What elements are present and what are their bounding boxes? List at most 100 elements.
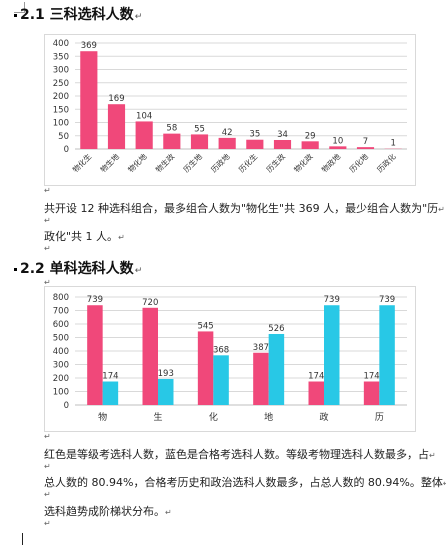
y-tick-label: 800 bbox=[53, 293, 69, 303]
x-tick-label: 物化生 bbox=[70, 151, 93, 174]
chart-single-subject-counts: 0 100 200 300 400 500 600 700 800 739 174 物 720 193 生 5… bbox=[44, 286, 416, 432]
x-tick-label: 化 bbox=[209, 411, 218, 423]
section-heading-2-2: 2.2 单科选科人数↵ bbox=[14, 258, 142, 278]
bar-qualifying-exam bbox=[268, 333, 285, 405]
data-label: 174 bbox=[363, 372, 379, 382]
y-tick-label: 50 bbox=[58, 132, 69, 142]
paragraph-text: 政化"共 1 人。 bbox=[44, 230, 119, 243]
bar-qualifying-exam bbox=[102, 381, 119, 405]
section2-paragraph-line-2: 总人数的 80.94%，合格考历史和政治选科人数最多，占总人数的 80.94%。… bbox=[44, 474, 446, 490]
y-tick-label: 200 bbox=[53, 92, 69, 102]
paragraph-mark: ↵ bbox=[118, 233, 125, 242]
data-label: 739 bbox=[324, 295, 340, 305]
bar-qualifying-exam bbox=[379, 305, 395, 405]
y-tick-label: 300 bbox=[53, 361, 69, 371]
chart2-svg: 0 100 200 300 400 500 600 700 800 739 174 物 720 193 生 5… bbox=[53, 293, 407, 423]
data-label: 58 bbox=[166, 124, 177, 134]
y-tick-label: 500 bbox=[53, 334, 69, 344]
bar bbox=[218, 137, 236, 149]
paragraph-mark: ↵ bbox=[134, 12, 143, 22]
y-tick-label: 350 bbox=[53, 52, 69, 62]
heading-bullet bbox=[14, 13, 17, 17]
bar-level-exam bbox=[142, 307, 158, 405]
data-label: 10 bbox=[332, 136, 343, 146]
data-label: 545 bbox=[197, 321, 213, 331]
bar bbox=[356, 147, 375, 149]
x-tick-label: 物 bbox=[98, 411, 107, 423]
data-label: 739 bbox=[87, 295, 103, 305]
text-cursor bbox=[22, 533, 23, 545]
section2-paragraph-line-1: 红色是等级考选科人数，蓝色是合格考选科人数。等级考物理选科人数最多，占↵ bbox=[44, 446, 436, 462]
y-tick-label: 150 bbox=[53, 105, 69, 115]
x-tick-label: 历政地 bbox=[209, 151, 232, 174]
paragraph-mark: ↵ bbox=[443, 479, 446, 488]
y-tick-label: 400 bbox=[53, 39, 69, 49]
paragraph-mark: ↵ bbox=[44, 244, 51, 253]
data-label: 104 bbox=[136, 111, 152, 121]
y-tick-label: 250 bbox=[53, 79, 69, 89]
chart1-svg: 0 50 100 150 200 250 300 350 400 369 物化生 169 物生地 104 物… bbox=[53, 39, 407, 174]
bar-qualifying-exam bbox=[158, 378, 174, 405]
data-label: 174 bbox=[102, 372, 118, 382]
bar bbox=[246, 139, 264, 149]
section1-paragraph-line-1: 共开设 12 种选科组合，最多组合人数为"物化生"共 369 人，最少组合人数为… bbox=[44, 200, 445, 216]
y-tick-label: 600 bbox=[53, 320, 69, 330]
paragraph-mark: ↵ bbox=[44, 278, 51, 287]
paragraph-text: 共开设 12 种选科组合，最多组合人数为"物化生"共 369 人，最少组合人数为… bbox=[44, 202, 439, 215]
x-tick-label: 物生政 bbox=[153, 151, 176, 174]
data-label: 387 bbox=[253, 343, 269, 353]
data-label: 55 bbox=[194, 124, 205, 134]
x-tick-label: 历生地 bbox=[181, 151, 204, 174]
paragraph-text: 选科趋势成阶梯状分布。 bbox=[44, 505, 165, 518]
data-label: 35 bbox=[249, 130, 260, 140]
y-tick-label: 400 bbox=[53, 347, 69, 357]
paragraph-mark: ↵ bbox=[134, 266, 143, 276]
bar-qualifying-exam bbox=[213, 355, 229, 405]
x-tick-label: 历生政 bbox=[264, 151, 287, 174]
x-tick-label: 物化政 bbox=[292, 151, 315, 174]
bar bbox=[163, 133, 181, 149]
heading-text: 2.1 三科选科人数 bbox=[20, 7, 134, 23]
x-tick-label: 历政化 bbox=[375, 151, 398, 174]
x-tick-label: 地 bbox=[264, 411, 273, 423]
x-tick-label: 生 bbox=[153, 411, 162, 423]
y-tick-label: 100 bbox=[53, 388, 69, 398]
paragraph-mark: ↵ bbox=[44, 490, 51, 499]
bar bbox=[329, 146, 347, 149]
x-tick-label: 历化生 bbox=[236, 151, 259, 174]
x-tick-label: 历 bbox=[375, 412, 384, 423]
heading-bullet bbox=[14, 267, 17, 271]
bar-qualifying-exam bbox=[324, 305, 340, 405]
data-label: 169 bbox=[108, 94, 124, 104]
y-tick-label: 200 bbox=[53, 374, 69, 384]
bar bbox=[273, 139, 292, 149]
x-tick-label: 物生地 bbox=[98, 151, 121, 174]
bar-level-exam bbox=[197, 331, 214, 405]
paragraph-mark: ↵ bbox=[44, 432, 51, 441]
x-tick-label: 政 bbox=[319, 411, 328, 423]
paragraph-text: 总人数的 80.94%，合格考历史和政治选科人数最多，占总人数的 80.94%。… bbox=[44, 476, 443, 489]
paragraph-mark: ↵ bbox=[44, 519, 51, 528]
data-label: 29 bbox=[305, 131, 316, 141]
data-label: 368 bbox=[213, 345, 229, 355]
bar bbox=[80, 51, 98, 150]
chart-three-subject-combos: 0 50 100 150 200 250 300 350 400 369 物化生 169 物生地 104 物… bbox=[44, 34, 416, 186]
heading-text: 2.2 单科选科人数 bbox=[20, 261, 134, 277]
section1-paragraph-line-2: 政化"共 1 人。↵ bbox=[44, 228, 125, 244]
paragraph-mark: ↵ bbox=[44, 186, 51, 195]
paragraph-mark: ↵ bbox=[44, 216, 51, 225]
bar-level-exam bbox=[253, 352, 269, 405]
x-tick-label: 历化地 bbox=[347, 151, 370, 174]
section2-paragraph-line-3: 选科趋势成阶梯状分布。↵ bbox=[44, 503, 172, 519]
bar bbox=[190, 134, 209, 149]
y-tick-label: 100 bbox=[53, 119, 69, 129]
paragraph-mark: ↵ bbox=[429, 451, 436, 460]
data-label: 193 bbox=[158, 369, 174, 379]
data-label: 369 bbox=[81, 41, 97, 51]
data-label: 42 bbox=[222, 128, 233, 138]
paragraph-text: 红色是等级考选科人数，蓝色是合格考选科人数。等级考物理选科人数最多，占 bbox=[44, 448, 429, 461]
y-tick-label: 700 bbox=[53, 307, 69, 317]
data-label: 526 bbox=[268, 324, 284, 334]
x-tick-label: 物政地 bbox=[319, 151, 342, 174]
paragraph-mark: ↵ bbox=[165, 508, 172, 517]
